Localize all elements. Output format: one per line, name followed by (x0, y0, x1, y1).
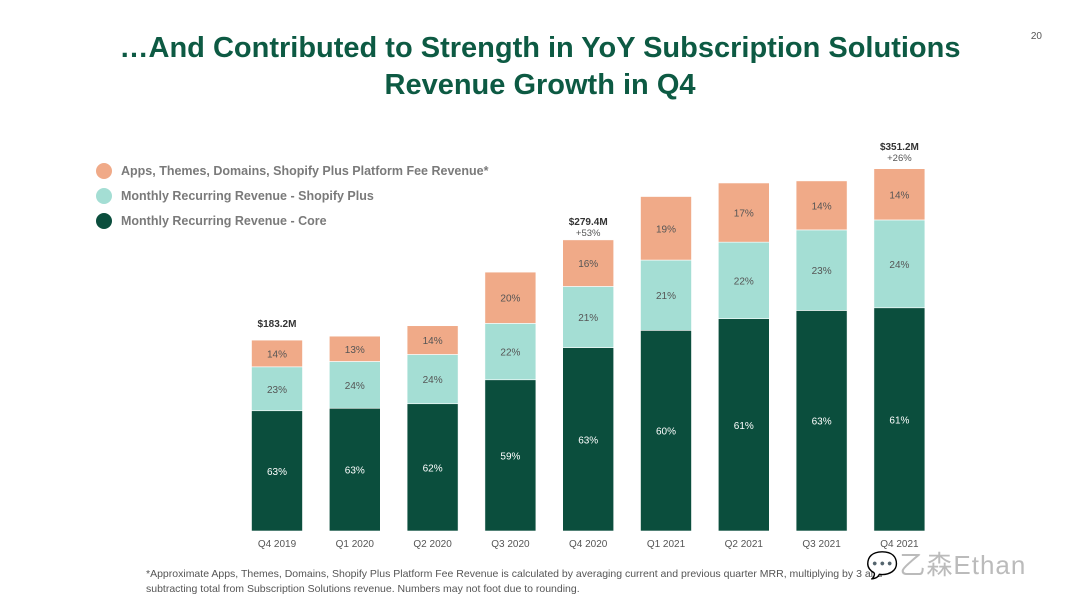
x-tick-label: Q1 2021 (647, 539, 686, 550)
bar-segment-apps (873, 168, 926, 221)
legend-label: Monthly Recurring Revenue - Shopify Plus (121, 188, 374, 203)
bar-segment-apps (484, 271, 537, 324)
bar-segment-core (640, 330, 692, 532)
data-label: 63% (812, 417, 832, 428)
data-label: 24% (423, 375, 443, 386)
bar-segment-apps (640, 196, 692, 261)
data-label: 14% (423, 336, 443, 347)
data-label: 62% (423, 463, 443, 474)
data-label: 20% (500, 294, 520, 305)
data-label: 23% (812, 266, 832, 277)
data-label: 63% (578, 435, 598, 446)
bar-segment-core (717, 318, 770, 532)
data-label: 21% (578, 313, 598, 324)
bar-segment-core (795, 310, 848, 532)
legend-item-plus: Monthly Recurring Revenue - Shopify Plus (96, 183, 488, 208)
data-label: 61% (734, 421, 754, 432)
x-tick-label: Q1 2020 (336, 539, 375, 550)
data-label: 13% (345, 345, 365, 356)
data-label: 19% (656, 224, 676, 235)
legend-swatch (96, 212, 112, 229)
x-tick-label: Q4 2020 (569, 539, 608, 550)
data-label: 14% (889, 190, 909, 201)
bar-segment-plus (873, 219, 926, 309)
x-tick-label: Q3 2020 (491, 539, 530, 550)
total-label: $183.2M (258, 319, 297, 330)
legend-item-apps: Apps, Themes, Domains, Shopify Plus Plat… (96, 158, 488, 183)
bar-segment-plus (484, 323, 537, 381)
data-label: 21% (656, 291, 676, 302)
bar-segment-apps (562, 239, 615, 287)
bar-segment-apps (251, 339, 303, 368)
data-label: 63% (345, 466, 365, 477)
legend-item-core: Monthly Recurring Revenue - Core (96, 208, 488, 233)
data-label: 61% (889, 415, 909, 426)
bar-segment-core (251, 410, 303, 532)
growth-label: +53% (576, 228, 601, 239)
bar-segment-core (328, 407, 381, 532)
bar-segment-apps (406, 325, 459, 355)
data-label: 14% (812, 201, 832, 212)
data-label: 16% (578, 259, 598, 270)
data-label: 17% (734, 209, 754, 220)
data-label: 24% (345, 381, 365, 392)
data-label: 22% (734, 276, 754, 287)
footnote-line-2: subtracting total from Subscription Solu… (146, 583, 580, 595)
legend-swatch (96, 162, 112, 179)
watermark: 💬乙森Ethan (866, 550, 1027, 580)
x-tick-label: Q2 2021 (725, 539, 764, 550)
bar-segment-core (484, 379, 537, 532)
data-label: 14% (267, 349, 287, 360)
data-label: 60% (656, 427, 676, 438)
x-tick-label: Q2 2020 (413, 539, 452, 550)
footnote-line-1: *Approximate Apps, Themes, Domains, Shop… (146, 568, 883, 580)
wechat-icon: 💬 (866, 550, 900, 580)
bar-segment-plus (562, 286, 615, 348)
chart-legend: Apps, Themes, Domains, Shopify Plus Plat… (96, 158, 488, 233)
data-label: 24% (889, 260, 909, 271)
total-label: $279.4M (569, 217, 608, 228)
bar-segment-plus (795, 229, 848, 311)
bar-segment-apps (328, 335, 381, 362)
page-number: 20 (1030, 31, 1042, 42)
bar-segment-apps (717, 182, 770, 243)
bar-segment-plus (328, 361, 381, 409)
total-label: $351.2M (880, 142, 919, 153)
bar-segment-plus (640, 259, 692, 331)
bar-segment-apps (795, 180, 848, 231)
bar-segment-core (873, 307, 926, 532)
footnote: *Approximate Apps, Themes, Domains, Shop… (146, 567, 946, 597)
growth-label: +26% (887, 153, 912, 164)
data-label: 22% (500, 348, 520, 359)
legend-label: Apps, Themes, Domains, Shopify Plus Plat… (121, 163, 489, 178)
x-tick-label: Q4 2021 (880, 539, 919, 550)
slide-title: …And Contributed to Strength in YoY Subs… (60, 30, 1020, 104)
legend-swatch (96, 187, 112, 204)
title-line-2: Revenue Growth in Q4 (384, 69, 696, 101)
data-label: 63% (267, 467, 287, 478)
bar-segment-core (406, 403, 459, 532)
title-line-1: …And Contributed to Strength in YoY Subs… (119, 32, 961, 64)
data-label: 23% (267, 385, 287, 396)
x-tick-label: Q4 2019 (258, 539, 297, 550)
bar-segment-core (562, 347, 615, 532)
bar-segment-plus (717, 241, 770, 320)
legend-label: Monthly Recurring Revenue - Core (121, 213, 327, 228)
x-tick-label: Q3 2021 (802, 539, 841, 550)
data-label: 59% (500, 451, 520, 462)
